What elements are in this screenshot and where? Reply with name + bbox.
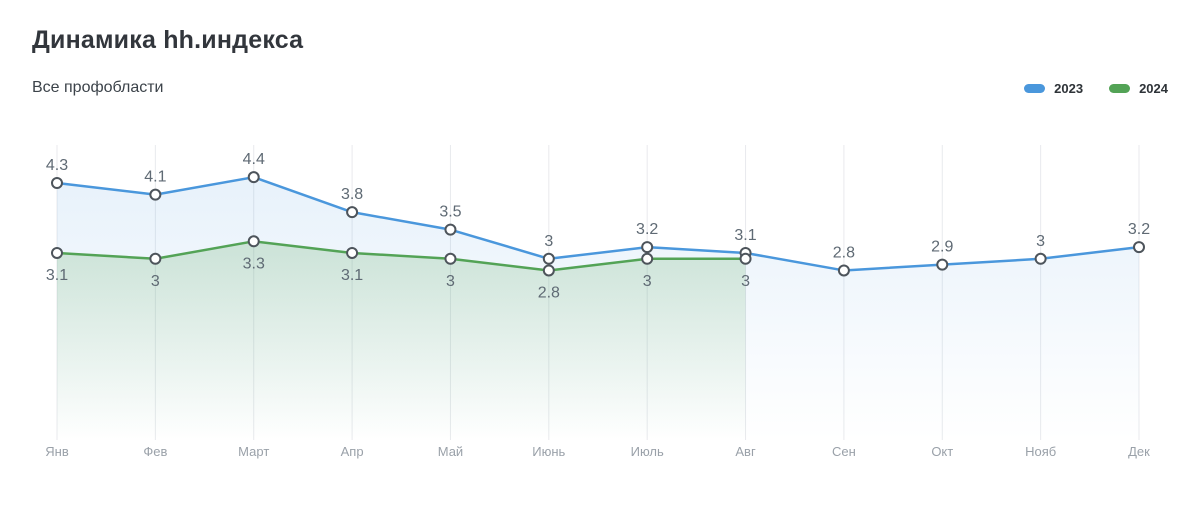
point-2023-Март[interactable] xyxy=(247,171,260,184)
value-label-2023-Авг: 3.1 xyxy=(734,227,756,244)
x-axis-label: Июль xyxy=(631,444,664,459)
value-label-2023-Фев: 4.1 xyxy=(144,169,166,186)
value-label-2023-Янв: 4.3 xyxy=(46,157,68,174)
value-label-2024-Янв: 3.1 xyxy=(46,267,68,284)
x-axis-label: Март xyxy=(238,444,269,459)
value-label-2023-Апр: 3.8 xyxy=(341,186,363,203)
value-label-2024-Май: 3 xyxy=(446,273,455,290)
x-axis-label: Июнь xyxy=(532,444,565,459)
point-2024-Май[interactable] xyxy=(444,252,457,265)
x-axis-label: Апр xyxy=(341,444,364,459)
series-line-2023 xyxy=(55,175,1141,272)
value-label-2023-Июль: 3.2 xyxy=(636,221,658,238)
x-axis-label: Дек xyxy=(1128,444,1150,459)
value-label-2024-Июнь: 2.8 xyxy=(538,284,560,301)
series-line-2024 xyxy=(55,240,747,272)
value-label-2023-Июнь: 3 xyxy=(544,233,553,250)
value-label-2023-Нояб: 3 xyxy=(1036,233,1045,250)
line-chart: Янв Фев Март Апр Май Июнь Июль Авг Сен Окт Нояб Дек… xyxy=(45,145,1150,459)
point-2023-Июль[interactable] xyxy=(641,241,654,254)
value-label-2023-Сен: 2.8 xyxy=(833,244,855,261)
point-2023-Янв[interactable] xyxy=(51,177,63,189)
x-axis-label: Янв xyxy=(45,444,69,459)
legend-swatch-2024 xyxy=(1109,84,1131,93)
x-axis-label: Окт xyxy=(931,444,953,459)
x-axis-label: Нояб xyxy=(1025,444,1056,459)
value-label-2023-Март: 4.4 xyxy=(243,151,265,168)
legend-item-2024[interactable]: 2024 xyxy=(1109,81,1168,96)
point-2023-Май[interactable] xyxy=(444,223,457,236)
point-2023-Окт[interactable] xyxy=(936,258,949,271)
point-2023-Фев[interactable] xyxy=(149,188,162,201)
legend-swatch-2023 xyxy=(1024,84,1046,93)
x-axis-label: Сен xyxy=(832,444,856,459)
x-axis-label: Май xyxy=(438,444,463,459)
value-label-2023-Дек: 3.2 xyxy=(1128,221,1150,238)
legend: 2023 2024 xyxy=(1024,81,1168,96)
legend-item-2023[interactable]: 2023 xyxy=(1024,81,1083,96)
value-label-2023-Окт: 2.9 xyxy=(931,239,953,256)
point-2024-Апр[interactable] xyxy=(346,246,359,259)
value-label-2024-Авг: 3 xyxy=(741,273,750,290)
point-2023-Апр[interactable] xyxy=(346,206,359,219)
legend-label-2024: 2024 xyxy=(1139,81,1168,96)
point-2023-Июнь[interactable] xyxy=(542,252,555,265)
value-label-2024-Фев: 3 xyxy=(151,273,160,290)
value-label-2024-Апр: 3.1 xyxy=(341,267,363,284)
point-2024-Авг[interactable] xyxy=(739,252,752,265)
legend-label-2023: 2023 xyxy=(1054,81,1084,96)
value-label-2023-Май: 3.5 xyxy=(439,204,461,221)
point-2023-Нояб[interactable] xyxy=(1034,252,1047,265)
x-axis-label: Авг xyxy=(735,444,756,459)
point-2024-Июль[interactable] xyxy=(641,252,654,265)
point-2024-Фев[interactable] xyxy=(149,252,162,265)
x-axis-label: Фев xyxy=(143,444,167,459)
point-2024-Янв[interactable] xyxy=(51,246,63,259)
chart-subtitle: Все профобласти xyxy=(32,79,164,96)
point-2024-Июнь[interactable] xyxy=(542,264,555,277)
point-2023-Дек[interactable] xyxy=(1133,241,1145,254)
page-title: Динамика hh.индекса xyxy=(32,26,304,54)
value-label-2024-Июль: 3 xyxy=(643,273,652,290)
value-label-2024-Март: 3.3 xyxy=(243,255,265,272)
area-2024 xyxy=(57,241,746,440)
point-2023-Сен[interactable] xyxy=(837,264,850,277)
point-2024-Март[interactable] xyxy=(247,235,260,248)
